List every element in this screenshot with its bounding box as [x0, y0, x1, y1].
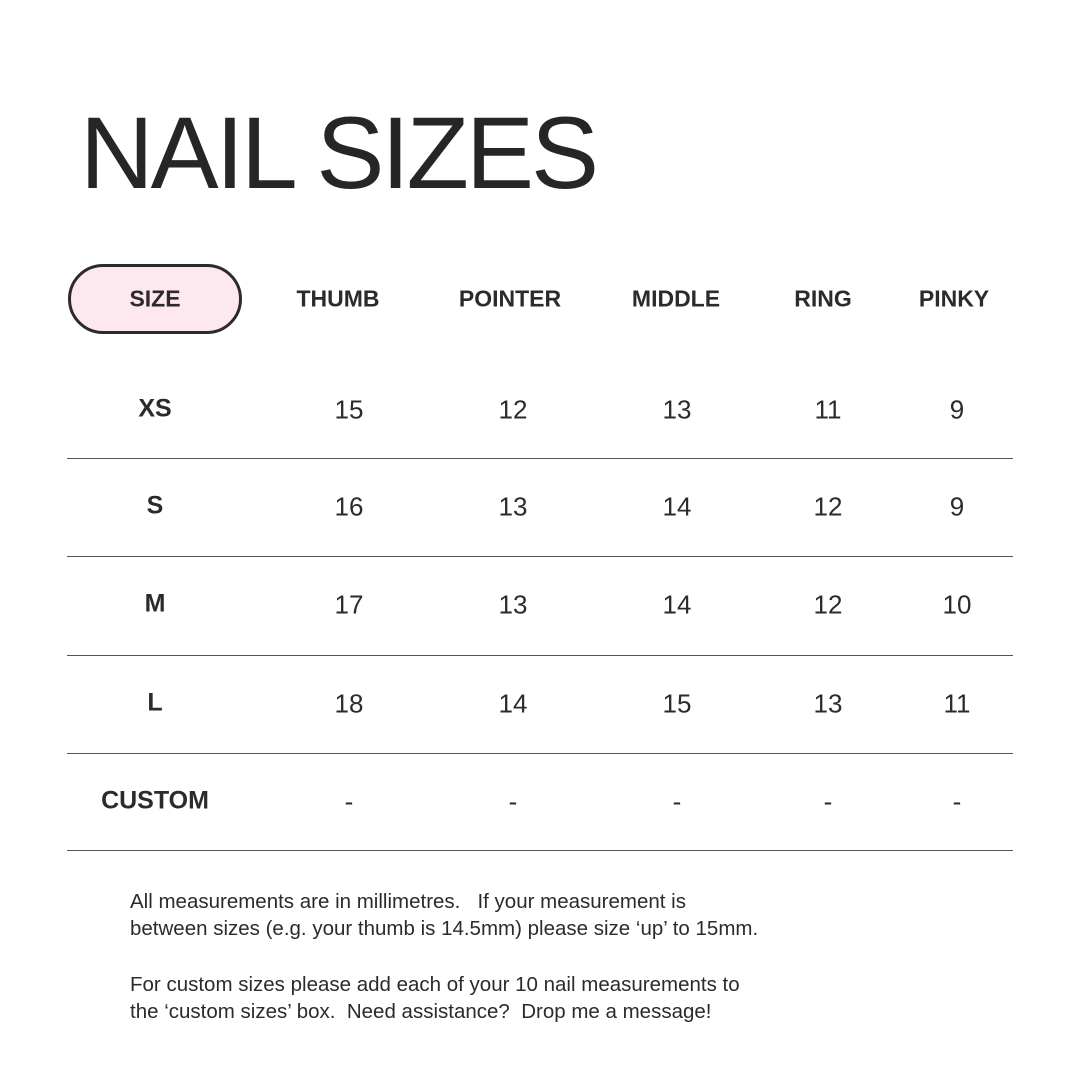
table-cell: 13	[498, 589, 528, 620]
table-cell: 18	[334, 688, 364, 719]
row-divider	[67, 655, 1013, 656]
column-header-size: SIZE	[129, 285, 181, 312]
row-label-l: L	[147, 688, 163, 717]
column-header-ring: RING	[794, 285, 852, 312]
table-cell: 13	[662, 394, 692, 425]
table-cell: 17	[334, 589, 364, 620]
column-header-pinky: PINKY	[918, 285, 990, 312]
table-cell: 16	[334, 491, 364, 522]
row-label-custom: CUSTOM	[101, 786, 209, 815]
table-cell: 14	[498, 688, 528, 719]
note-line: the ‘custom sizes’ box. Need assistance?…	[130, 1000, 712, 1023]
note-line: between sizes (e.g. your thumb is 14.5mm…	[130, 917, 759, 940]
table-cell: 10	[942, 589, 972, 620]
table-cell: 14	[662, 491, 692, 522]
table-cell: 11	[943, 688, 971, 719]
note-line: For custom sizes please add each of your…	[130, 973, 740, 996]
table-cell: 11	[814, 394, 842, 425]
table-cell: -	[952, 786, 962, 817]
table-cell: -	[823, 786, 833, 817]
column-header-pointer: POINTER	[458, 285, 562, 312]
table-cell: -	[672, 786, 682, 817]
row-label-m: M	[144, 589, 166, 618]
table-cell: 9	[949, 394, 965, 425]
row-divider	[67, 850, 1013, 851]
table-cell: 13	[498, 491, 528, 522]
row-divider	[67, 556, 1013, 557]
table-cell: 14	[662, 589, 692, 620]
table-cell: 15	[662, 688, 692, 719]
table-cell: 12	[498, 394, 528, 425]
table-cell: -	[508, 786, 518, 817]
table-cell: 12	[813, 491, 843, 522]
table-cell: -	[344, 786, 354, 817]
custom-size-note: For custom sizes please add each of your…	[130, 971, 850, 1025]
row-divider	[67, 753, 1013, 754]
row-divider	[67, 458, 1013, 459]
size-header-pill	[68, 264, 242, 334]
row-label-s: S	[146, 491, 164, 520]
measurement-note: All measurements are in millimetres. If …	[130, 888, 850, 942]
page-title: NAIL SIZES	[80, 96, 599, 210]
row-label-xs: XS	[138, 394, 172, 423]
column-header-middle: MIDDLE	[631, 285, 721, 312]
note-line: All measurements are in millimetres. If …	[130, 890, 686, 913]
table-cell: 13	[813, 688, 843, 719]
column-header-thumb: THUMB	[296, 285, 380, 312]
table-cell: 15	[334, 394, 364, 425]
table-cell: 12	[813, 589, 843, 620]
table-cell: 9	[949, 491, 965, 522]
